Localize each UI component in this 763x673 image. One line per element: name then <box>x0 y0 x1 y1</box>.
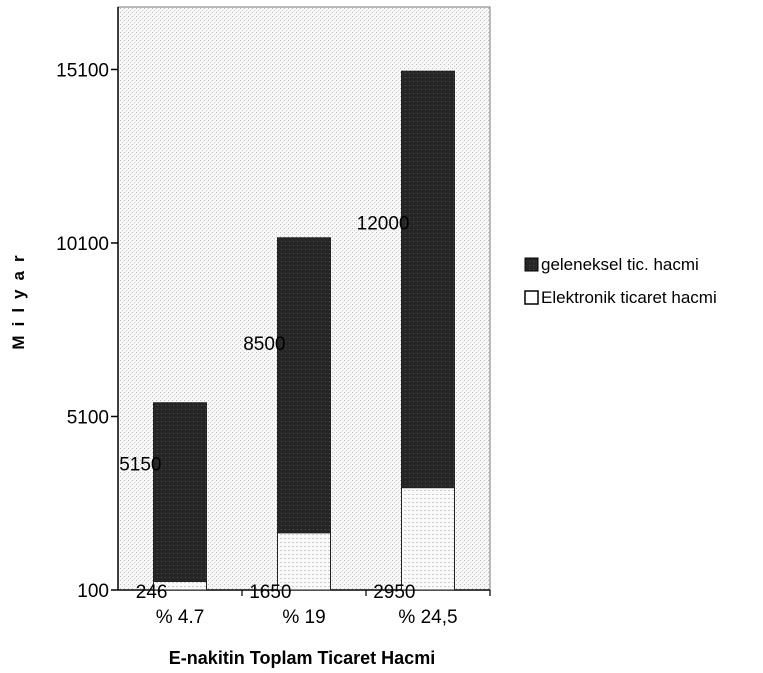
x-tick-label: % 24,5 <box>398 607 457 628</box>
data-label-geleneksel: 12000 <box>357 213 410 234</box>
bar-elektronik <box>401 487 455 591</box>
legend-swatch-geleneksel <box>524 257 539 272</box>
legend: geleneksel tic. hacmi Elektronik ticaret… <box>524 255 717 307</box>
y-tick-label: 10100 <box>56 234 109 255</box>
data-label-geleneksel: 8500 <box>243 334 285 355</box>
x-tick-label: % 4.7 <box>156 607 205 628</box>
legend-label-elektronik: Elektronik ticaret hacmi <box>541 288 717 307</box>
data-label-elektronik: 2950 <box>373 582 415 603</box>
data-label-elektronik: 1650 <box>249 582 291 603</box>
legend-swatch-elektronik <box>524 290 539 305</box>
legend-label-geleneksel: geleneksel tic. hacmi <box>541 255 699 274</box>
y-tick-label: 100 <box>77 581 109 602</box>
y-tick-label: 15100 <box>56 60 109 81</box>
bar-elektronik <box>277 532 331 591</box>
x-axis-label: E-nakitin Toplam Ticaret Hacmi <box>169 648 435 668</box>
data-label-elektronik: 246 <box>136 582 168 603</box>
bar-geleneksel <box>277 237 331 534</box>
x-tick-label: % 19 <box>282 607 325 628</box>
data-label-geleneksel: 5150 <box>119 455 161 476</box>
bar-geleneksel <box>153 402 207 582</box>
y-axis-label: Milyar <box>9 246 28 349</box>
y-tick-label: 5100 <box>67 407 109 428</box>
bar-geleneksel <box>401 70 455 489</box>
